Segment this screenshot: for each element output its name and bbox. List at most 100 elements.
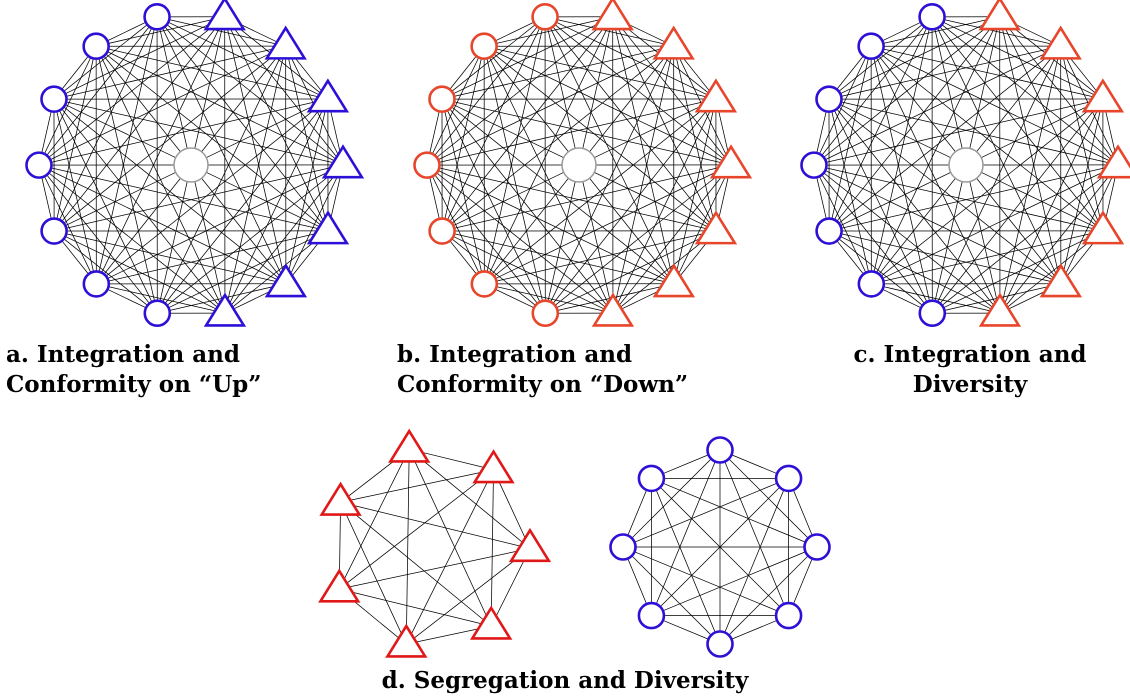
circle-node	[531, 299, 560, 328]
edge	[95, 45, 329, 232]
edge	[426, 164, 614, 314]
edge	[544, 98, 717, 314]
edge	[53, 46, 97, 232]
edge	[828, 16, 1001, 232]
caption-a: a. Integration and Conformity on “Up”	[6, 340, 261, 400]
caption-d-line1: d. Segregation and Diversity	[381, 667, 749, 694]
edge	[612, 16, 732, 166]
triangle-node	[652, 263, 696, 298]
edge	[441, 16, 613, 100]
edge	[53, 16, 225, 100]
edge	[442, 164, 732, 232]
edge	[931, 98, 1104, 314]
edge	[813, 164, 1001, 314]
edge	[54, 164, 344, 232]
circle-node	[82, 270, 111, 298]
edge	[339, 469, 494, 590]
panel-b-network	[413, 0, 753, 328]
edge	[484, 45, 716, 100]
edge	[38, 98, 328, 166]
edge	[53, 98, 158, 314]
circle-node	[857, 32, 885, 61]
triangle-node	[1096, 144, 1130, 179]
edges	[38, 16, 344, 314]
edge	[96, 45, 328, 100]
edge	[828, 98, 1062, 285]
edge	[38, 164, 97, 285]
edge	[870, 46, 1001, 314]
edge	[38, 164, 158, 314]
circle-node	[774, 464, 803, 493]
triangle-node	[978, 292, 1022, 327]
edge	[673, 98, 717, 284]
edge	[545, 230, 717, 314]
edge	[426, 46, 485, 166]
edge	[54, 230, 286, 285]
triangle-node	[469, 605, 513, 640]
triangle-node	[306, 210, 350, 245]
edge	[490, 469, 494, 627]
triangle-node	[388, 428, 431, 463]
edge	[441, 98, 546, 314]
edge	[828, 46, 872, 232]
triangle-node	[694, 78, 738, 113]
edge	[95, 16, 158, 284]
caption-a-line2: Conformity on “Up”	[6, 371, 262, 398]
edge	[38, 164, 226, 314]
edge	[441, 98, 675, 285]
edge	[442, 230, 674, 285]
edge	[622, 478, 789, 548]
edge	[53, 98, 287, 285]
edge	[651, 478, 789, 616]
edge	[544, 16, 717, 232]
edge	[156, 16, 329, 232]
edge	[156, 16, 329, 100]
edge	[931, 16, 1104, 232]
edge	[38, 45, 286, 166]
edge	[813, 164, 872, 285]
edge	[38, 164, 329, 232]
panel-c-network	[800, 0, 1130, 328]
edge	[406, 548, 531, 645]
edge	[999, 46, 1062, 314]
triangle-node	[508, 527, 552, 563]
edge	[870, 46, 933, 314]
circle-node	[774, 601, 803, 630]
edge	[870, 45, 1119, 166]
edge	[426, 164, 546, 314]
triangle-node	[472, 449, 515, 484]
circle-node	[428, 85, 456, 113]
edge	[828, 230, 1001, 314]
edge	[871, 230, 1104, 285]
edge	[719, 478, 789, 645]
circle-node	[706, 436, 734, 464]
circle-node	[637, 601, 666, 630]
edge	[612, 164, 732, 314]
edge	[651, 478, 721, 645]
edge	[871, 45, 1103, 100]
edge	[999, 16, 1062, 284]
circle-node	[470, 270, 499, 298]
edge	[340, 502, 407, 645]
edge	[612, 16, 675, 284]
triangle-node	[591, 0, 634, 31]
edge	[483, 16, 546, 284]
circle-node	[857, 270, 886, 298]
circle-node	[706, 630, 734, 658]
triangle-node	[1081, 78, 1125, 113]
triangle-node	[694, 210, 738, 245]
edge	[405, 469, 494, 645]
edge	[38, 16, 158, 166]
edge	[426, 164, 485, 285]
edge	[828, 98, 1001, 314]
edge	[338, 449, 410, 590]
edge	[483, 45, 717, 232]
edge	[622, 546, 721, 645]
edge	[95, 45, 344, 166]
edge	[285, 98, 329, 284]
circle-node	[40, 217, 68, 245]
edge	[339, 548, 531, 590]
edge	[999, 164, 1119, 314]
circle-node	[143, 299, 172, 328]
